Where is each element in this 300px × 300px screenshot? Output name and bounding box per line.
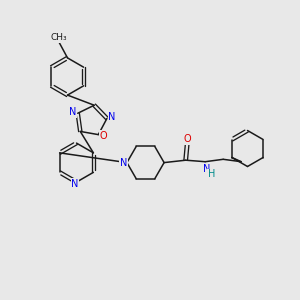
Text: N: N [203, 164, 210, 174]
Text: O: O [100, 131, 107, 141]
Text: CH₃: CH₃ [50, 33, 67, 42]
Text: N: N [71, 178, 79, 189]
Text: O: O [183, 134, 191, 145]
Text: N: N [69, 107, 76, 117]
Text: N: N [120, 158, 127, 168]
Text: H: H [208, 169, 215, 179]
Text: N: N [108, 112, 116, 122]
